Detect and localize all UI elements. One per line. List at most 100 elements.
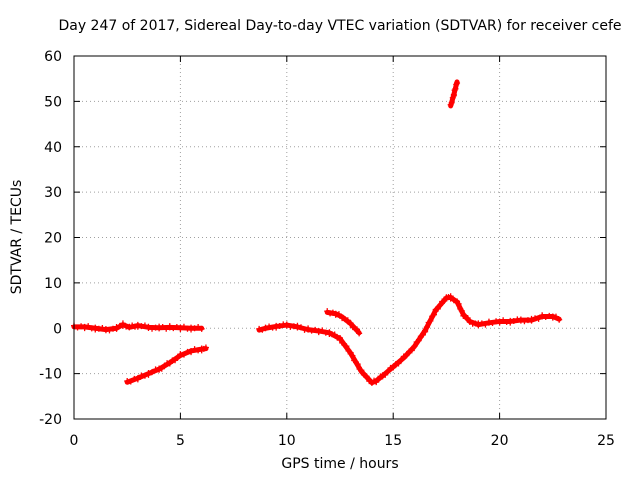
y-tick-label: -10 (39, 367, 62, 383)
data-point (349, 352, 356, 359)
data-point (88, 325, 95, 332)
y-tick-label: 40 (44, 140, 62, 156)
data-point (266, 323, 273, 330)
data-point (354, 326, 361, 333)
data-point (347, 320, 354, 327)
data-point (528, 317, 535, 324)
data-point (434, 305, 441, 312)
plot-frame (73, 55, 607, 420)
y-tick-label: -20 (39, 412, 62, 428)
data-point (403, 352, 410, 359)
data-point (305, 325, 312, 332)
data-point (174, 354, 181, 361)
data-point (411, 343, 418, 350)
y-tick-label: 20 (44, 231, 62, 247)
data-point (341, 316, 348, 323)
data-point (382, 371, 389, 378)
data-point (262, 325, 269, 332)
data-point (202, 344, 209, 351)
data-point (539, 312, 546, 319)
data-point (390, 364, 397, 371)
chart-title: Day 247 of 2017, Sidereal Day-to-day VTE… (58, 18, 622, 34)
data-point (273, 324, 280, 331)
x-tick-label: 25 (597, 433, 615, 449)
data-point (177, 324, 184, 331)
data-point (337, 335, 343, 342)
data-point (430, 311, 437, 318)
data-point (419, 331, 426, 338)
data-point (198, 325, 205, 332)
data-point (119, 320, 126, 327)
data-point (180, 351, 187, 358)
data-point (507, 319, 514, 326)
data-point (500, 317, 507, 324)
data-point (447, 293, 454, 300)
data-point (106, 327, 113, 334)
data-point (191, 346, 198, 353)
data-point (102, 326, 109, 333)
data-point (85, 323, 92, 330)
data-point (312, 326, 319, 333)
data-point (256, 325, 263, 332)
data-point (95, 325, 102, 332)
data-point (552, 313, 559, 320)
x-tick-label: 0 (70, 433, 79, 449)
data-point (475, 322, 482, 329)
x-tick-label: 20 (491, 433, 509, 449)
data-point (166, 323, 173, 330)
data-point (415, 337, 422, 344)
data-point (510, 317, 517, 324)
data-point (141, 322, 148, 329)
data-point (308, 327, 315, 334)
y-axis-label: SDTVAR / TECUs (9, 179, 25, 295)
data-point (172, 357, 179, 364)
data-point (358, 367, 365, 374)
data-point (145, 323, 152, 330)
data-point (354, 361, 361, 368)
data-point (331, 331, 338, 338)
data-point (158, 365, 165, 372)
data-point (184, 325, 191, 332)
data-point (129, 322, 136, 329)
data-point (423, 324, 430, 331)
x-axis-label: GPS time / hours (281, 456, 399, 472)
data-point (437, 302, 444, 309)
data-point (152, 324, 159, 331)
data-point (276, 322, 283, 329)
grid-lines (74, 56, 606, 419)
data-point (427, 317, 434, 324)
data-point (180, 323, 187, 330)
data-point (259, 326, 266, 333)
data-point (422, 328, 429, 335)
data-point (92, 326, 99, 333)
data-point (188, 347, 195, 354)
data-point (344, 317, 351, 324)
data-point (113, 325, 120, 332)
data-point (466, 317, 473, 324)
axis-ticks: 0 5 10 15 20 25 -20 -10 0 10 20 30 40 50 60 (39, 49, 615, 449)
data-point (149, 369, 156, 376)
data-point (343, 343, 350, 350)
data-series (71, 79, 563, 386)
data-point (395, 360, 402, 367)
data-point (141, 372, 148, 379)
data-point (517, 316, 524, 323)
x-tick-label: 5 (176, 433, 185, 449)
data-point (496, 318, 503, 325)
data-point (455, 300, 462, 307)
data-point (406, 348, 413, 355)
data-point (134, 375, 141, 382)
data-point (448, 99, 455, 106)
data-point (283, 321, 290, 328)
data-point (159, 324, 166, 331)
data-point (127, 378, 134, 385)
data-point (542, 314, 549, 321)
data-point (297, 324, 304, 331)
y-tick-label: 10 (44, 276, 62, 292)
y-tick-label: 60 (44, 49, 62, 65)
y-tick-label: 30 (44, 185, 62, 201)
data-point (485, 318, 492, 325)
data-point (166, 360, 173, 367)
x-tick-label: 10 (278, 433, 296, 449)
